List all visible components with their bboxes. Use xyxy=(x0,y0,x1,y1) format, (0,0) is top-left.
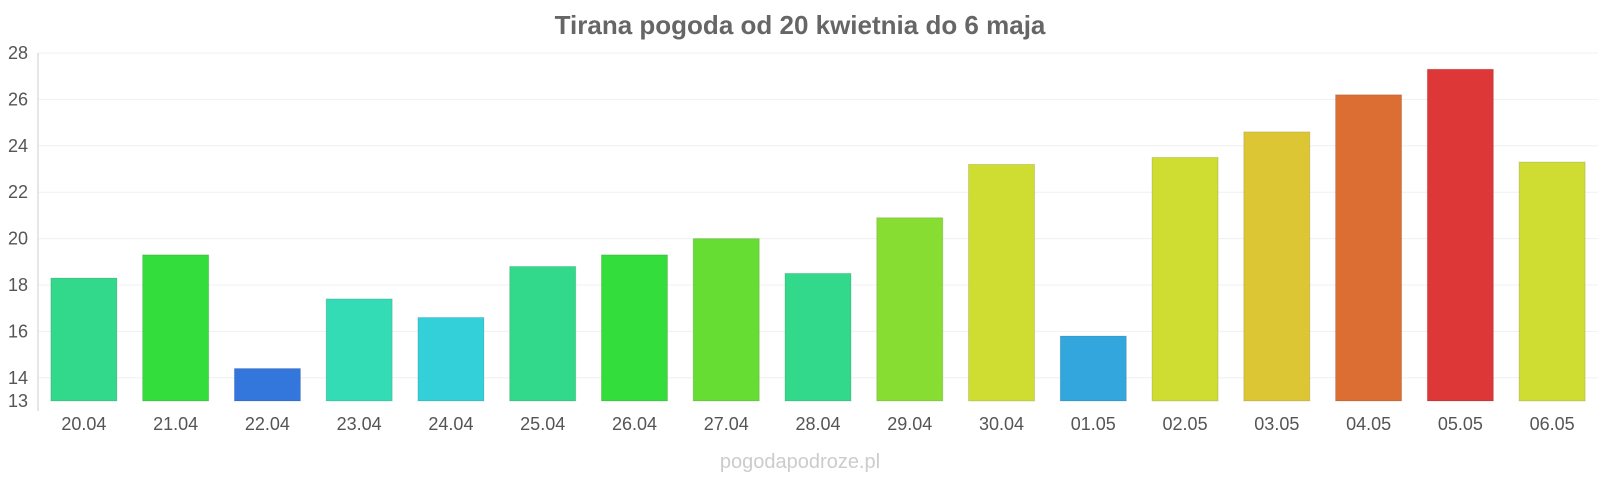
bar xyxy=(142,254,210,402)
x-tick-label: 24.04 xyxy=(428,414,473,434)
bar xyxy=(1426,68,1494,402)
y-tick-label: 24 xyxy=(8,136,28,156)
bar xyxy=(50,277,118,402)
x-tick-label: 02.05 xyxy=(1163,414,1208,434)
x-tick-label: 05.05 xyxy=(1438,414,1483,434)
x-tick-label: 21.04 xyxy=(153,414,198,434)
y-tick-label: 13 xyxy=(8,391,28,411)
bar xyxy=(1059,335,1127,402)
y-tick-label: 28 xyxy=(8,43,28,63)
x-tick-label: 30.04 xyxy=(979,414,1024,434)
y-axis: 13 14 16 18 20 22 24 26 28 xyxy=(8,43,39,411)
bars xyxy=(50,68,1586,402)
x-tick-label: 23.04 xyxy=(337,414,382,434)
bar xyxy=(967,163,1036,402)
bar xyxy=(876,217,944,402)
watermark: pogodapodroze.pl xyxy=(719,451,881,473)
y-tick-label: 26 xyxy=(8,89,28,109)
y-tick-label: 20 xyxy=(8,229,28,249)
x-tick-label: 25.04 xyxy=(520,414,565,434)
bar xyxy=(692,238,760,402)
x-tick-label: 27.04 xyxy=(704,414,749,434)
x-tick-label: 04.05 xyxy=(1346,414,1391,434)
bar xyxy=(233,368,301,402)
bar xyxy=(325,298,393,402)
bar xyxy=(600,254,669,402)
bar xyxy=(1335,94,1403,402)
bar xyxy=(1151,156,1219,402)
x-tick-label: 28.04 xyxy=(795,414,840,434)
y-tick-label: 22 xyxy=(8,182,28,202)
x-tick-label: 22.04 xyxy=(245,414,290,434)
x-tick-label: 01.05 xyxy=(1071,414,1116,434)
x-axis-labels: 20.04 21.04 22.04 23.04 24.04 25.04 26.04 27.04… xyxy=(61,414,1574,434)
x-tick-label: 29.04 xyxy=(887,414,932,434)
bar xyxy=(1518,161,1586,402)
y-tick-label: 14 xyxy=(8,368,28,388)
x-tick-label: 03.05 xyxy=(1254,414,1299,434)
x-tick-label: 26.04 xyxy=(612,414,657,434)
bar xyxy=(1243,131,1311,402)
x-tick-label: 20.04 xyxy=(61,414,106,434)
chart-title: Tirana pogoda od 20 kwietnia do 6 maja xyxy=(554,10,1046,40)
bar xyxy=(417,316,485,402)
x-tick-label: 06.05 xyxy=(1530,414,1575,434)
y-tick-label: 18 xyxy=(8,275,28,295)
y-tick-label: 16 xyxy=(8,321,28,341)
bar xyxy=(509,265,577,402)
bar xyxy=(784,272,852,402)
